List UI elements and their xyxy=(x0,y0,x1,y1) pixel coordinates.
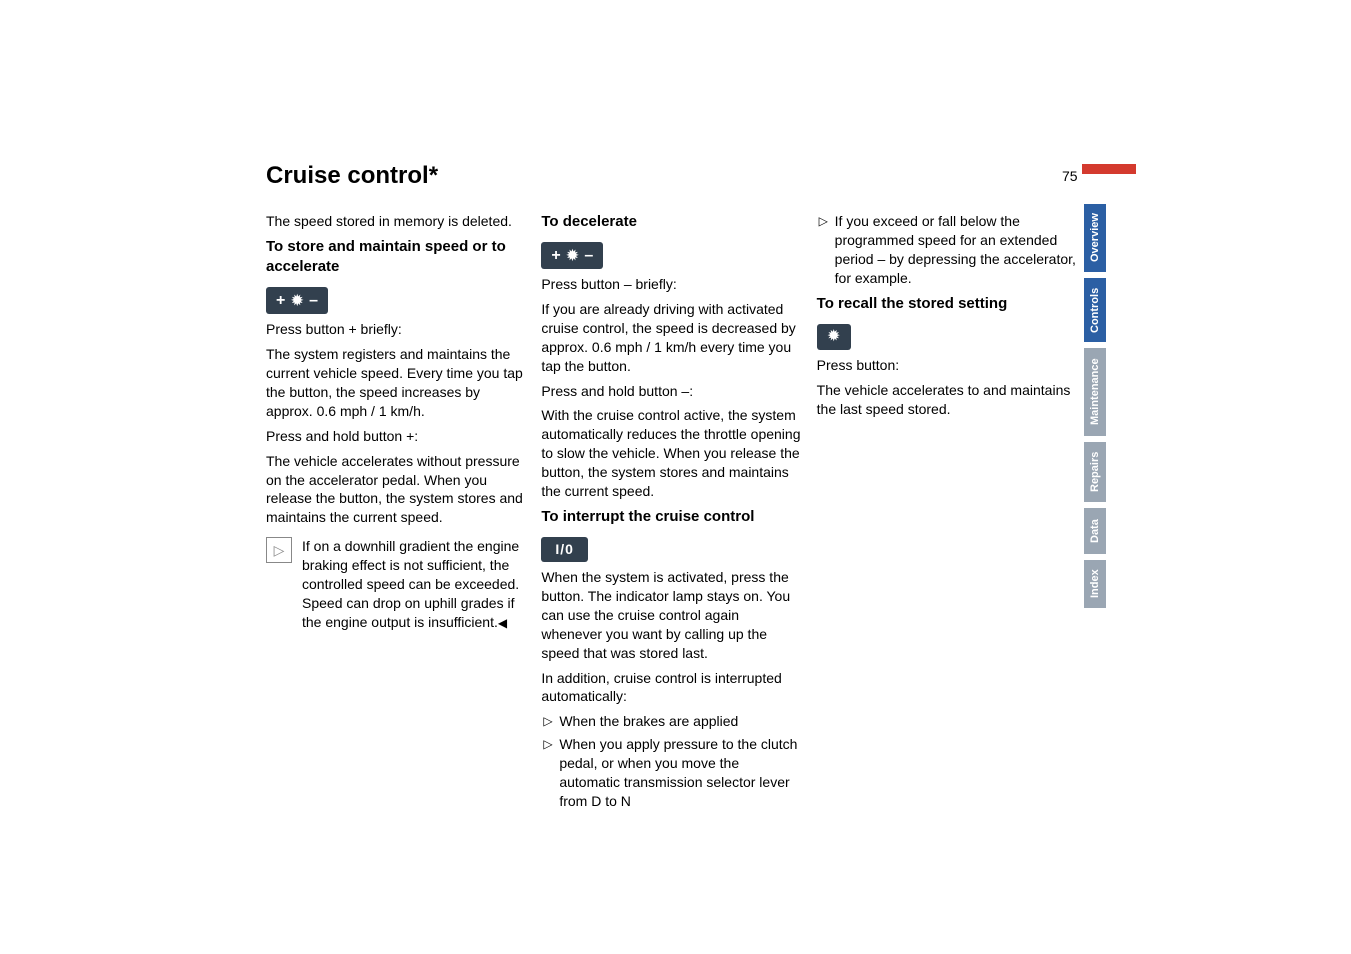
tab-controls[interactable]: Controls xyxy=(1084,278,1106,342)
bullet-1: When the brakes are applied xyxy=(559,712,800,731)
page-edge-notch xyxy=(1082,164,1136,174)
store-paragraph-2: The vehicle accelerates without pressure… xyxy=(266,452,525,528)
note-triangle-icon: ▷ xyxy=(266,537,292,563)
tab-maintenance[interactable]: Maintenance xyxy=(1084,348,1106,436)
note-text: If on a downhill gradient the engine bra… xyxy=(302,537,525,631)
plus-minus-button-graphic-2: + ✹ – xyxy=(541,242,603,269)
side-tabs: Overview Controls Maintenance Repairs Da… xyxy=(1084,204,1106,614)
content-area: Cruise control* The speed stored in memo… xyxy=(266,162,1076,815)
bullet-icon: ▷ xyxy=(819,212,829,288)
store-paragraph-1: The system registers and maintains the c… xyxy=(266,345,525,421)
note-block: ▷ If on a downhill gradient the engine b… xyxy=(266,537,525,631)
decel-paragraph-2: With the cruise control active, the syst… xyxy=(541,406,800,500)
recall-paragraph: The vehicle accelerates to and maintains… xyxy=(817,381,1076,419)
tab-index[interactable]: Index xyxy=(1084,560,1106,608)
intro-text: The speed stored in memory is deleted. xyxy=(266,212,525,231)
end-mark-icon: ◀ xyxy=(498,616,507,630)
column-1: The speed stored in memory is deleted. T… xyxy=(266,212,525,815)
tab-data[interactable]: Data xyxy=(1084,508,1106,554)
interrupt-bullets-continued: ▷ If you exceed or fall below the progra… xyxy=(819,212,1076,288)
columns: The speed stored in memory is deleted. T… xyxy=(266,212,1076,815)
io-button-graphic: I/0 xyxy=(541,537,588,562)
cruise-glyph-icon: ✹ xyxy=(289,291,305,310)
bullet-icon: ▷ xyxy=(543,735,553,811)
minus-icon: – xyxy=(580,248,597,264)
manual-page: Cruise control* The speed stored in memo… xyxy=(0,0,1351,954)
interrupt-paragraph-1: When the system is activated, press the … xyxy=(541,568,800,662)
page-title: Cruise control* xyxy=(266,162,1076,190)
minus-icon: – xyxy=(305,293,322,309)
recall-press: Press button: xyxy=(817,356,1076,375)
heading-interrupt: To interrupt the cruise control xyxy=(541,507,800,527)
column-2: To decelerate + ✹ – Press button – brief… xyxy=(541,212,800,815)
heading-store-accelerate: To store and maintain speed or to accele… xyxy=(266,237,525,278)
bullet-icon: ▷ xyxy=(543,712,553,731)
resume-glyph-icon: ✹ xyxy=(817,324,851,350)
resume-button-graphic: ✹ xyxy=(817,324,851,350)
interrupt-bullets: ▷ When the brakes are applied ▷ When you… xyxy=(543,712,800,810)
plus-minus-button-graphic: + ✹ – xyxy=(266,287,328,314)
plus-icon: + xyxy=(547,248,564,264)
column-3: ▷ If you exceed or fall below the progra… xyxy=(817,212,1076,815)
press-plus-brief: Press button + briefly: xyxy=(266,320,525,339)
page-number: 75 xyxy=(1062,168,1078,184)
press-hold-minus: Press and hold button –: xyxy=(541,382,800,401)
io-label: I/0 xyxy=(541,537,588,562)
heading-recall: To recall the stored setting xyxy=(817,294,1076,314)
note-body: If on a downhill gradient the engine bra… xyxy=(302,538,519,630)
decel-paragraph-1: If you are already driving with activate… xyxy=(541,300,800,376)
cruise-glyph-icon: ✹ xyxy=(565,246,581,265)
bullet-2: When you apply pressure to the clutch pe… xyxy=(559,735,800,811)
bullet-3: If you exceed or fall below the programm… xyxy=(835,212,1076,288)
tab-overview[interactable]: Overview xyxy=(1084,204,1106,272)
heading-decelerate: To decelerate xyxy=(541,212,800,232)
interrupt-paragraph-2: In addition, cruise control is interrupt… xyxy=(541,669,800,707)
plus-icon: + xyxy=(272,293,289,309)
press-hold-plus: Press and hold button +: xyxy=(266,427,525,446)
tab-repairs[interactable]: Repairs xyxy=(1084,442,1106,502)
press-minus-brief: Press button – briefly: xyxy=(541,275,800,294)
